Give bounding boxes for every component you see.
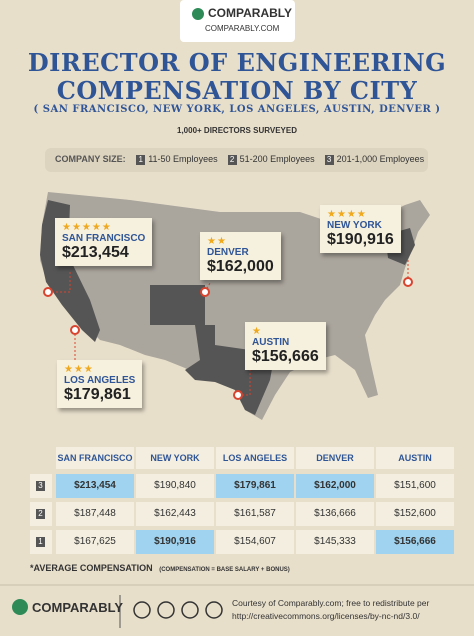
value-cell: $190,916	[136, 530, 214, 554]
brand: COMPARABLY	[208, 6, 293, 20]
stars: ★	[252, 326, 262, 337]
legend-text: 51-200 Employees	[239, 154, 315, 164]
value-cell: $151,600	[376, 474, 454, 498]
stars: ★★★★★	[62, 222, 112, 233]
callout-city: NEW YORK	[327, 220, 382, 231]
column-header: LOS ANGELES	[216, 447, 294, 469]
subtitle: 1,000+ DIRECTORS SURVEYED	[177, 126, 297, 135]
legend-text: 201-1,000 Employees	[336, 154, 425, 164]
size-key: 2	[36, 509, 45, 519]
callout-city: SAN FRANCISCO	[62, 233, 146, 244]
footer-brand: COMPARABLY	[32, 600, 124, 615]
footnote: *AVERAGE COMPENSATION (COMPENSATION = BA…	[30, 563, 290, 573]
value-cell: $167,625	[56, 530, 134, 554]
size-key: 3	[36, 481, 45, 491]
callout: ★★★★★ SAN FRANCISCO $213,454	[55, 218, 153, 266]
footer-credit1: Courtesy of Comparably.com; free to redi…	[232, 598, 430, 608]
callout-salary: $156,666	[252, 348, 319, 365]
value-cell: $213,454	[56, 474, 134, 498]
stars: ★★★★	[327, 209, 367, 220]
column-header: SAN FRANCISCO	[56, 447, 134, 469]
legend-key: 1	[136, 155, 146, 165]
brand-url: COMPARABLY.COM	[205, 24, 280, 33]
column-header: DENVER	[296, 447, 374, 469]
title-line1: DIRECTOR OF ENGINEERING	[27, 48, 447, 77]
value-cell: $187,448	[56, 502, 134, 526]
footnote-note: (COMPENSATION = BASE SALARY + BONUS)	[159, 567, 290, 573]
footer-credit2: http://creativecommons.org/licenses/by-n…	[232, 611, 420, 621]
callout-salary: $162,000	[207, 258, 274, 275]
footnote-label: *AVERAGE COMPENSATION	[30, 563, 153, 573]
title-line2: COMPENSATION BY CITY	[56, 76, 418, 105]
callout-city: DENVER	[207, 247, 249, 258]
footer-logo-icon	[12, 599, 28, 615]
texas	[185, 325, 275, 415]
stars: ★★	[207, 236, 227, 247]
callout-salary: $190,916	[327, 231, 394, 248]
callout: ★★★ LOS ANGELES $179,861	[57, 360, 143, 408]
header-tab	[180, 0, 295, 42]
callout-salary: $179,861	[64, 386, 131, 403]
legend-key: 2	[227, 155, 237, 165]
callout-city: AUSTIN	[252, 337, 290, 348]
value-cell: $154,607	[216, 530, 294, 554]
legend-item: 3 201-1,000 Employees	[324, 154, 425, 165]
value-cell: $152,600	[376, 502, 454, 526]
value-cell: $156,666	[376, 530, 454, 554]
value-cell: $190,840	[136, 474, 214, 498]
markers	[43, 277, 413, 400]
value-cell: $145,333	[296, 530, 374, 554]
logo-icon	[192, 8, 204, 20]
legend-item: 2 51-200 Employees	[227, 154, 315, 165]
column-header: AUSTIN	[376, 447, 454, 469]
title-cities: ( SAN FRANCISCO, NEW YORK, LOS ANGELES, …	[33, 104, 441, 115]
value-cell: $136,666	[296, 502, 374, 526]
value-cell: $179,861	[216, 474, 294, 498]
value-cell: $162,443	[136, 502, 214, 526]
legend-label: COMPANY SIZE:	[55, 154, 126, 164]
legend-text: 11-50 Employees	[148, 154, 218, 164]
callout: ★★★★ NEW YORK $190,916	[320, 205, 401, 253]
size-key: 1	[36, 537, 45, 547]
cc-icons	[133, 601, 223, 619]
value-cell: $161,587	[216, 502, 294, 526]
value-cell: $162,000	[296, 474, 374, 498]
column-header: NEW YORK	[136, 447, 214, 469]
callout-salary: $213,454	[62, 244, 129, 261]
colorado	[150, 285, 205, 325]
callout: ★ AUSTIN $156,666	[245, 322, 326, 370]
stars: ★★★	[64, 364, 94, 375]
legend: COMPANY SIZE: 1 11-50 Employees 2 51-200 Em…	[55, 154, 434, 165]
callout: ★★ DENVER $162,000	[200, 232, 281, 280]
legend-item: 1 11-50 Employees	[136, 154, 218, 165]
legend-key: 3	[324, 155, 334, 165]
callout-city: LOS ANGELES	[64, 375, 136, 386]
